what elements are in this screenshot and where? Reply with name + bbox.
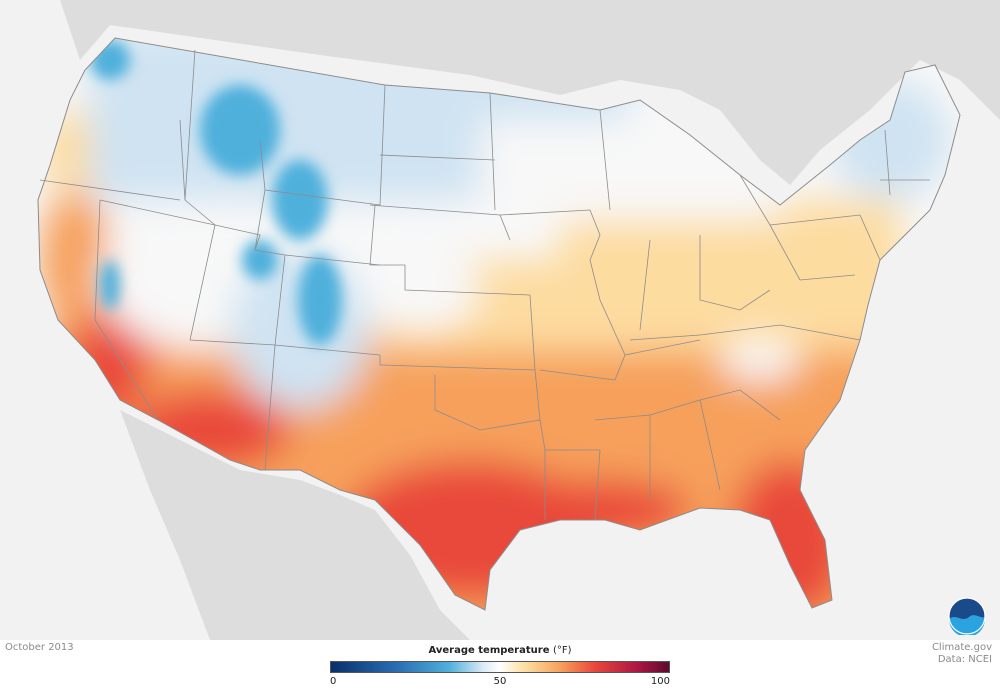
legend-color-bar xyxy=(330,661,670,673)
background-land xyxy=(0,0,1000,640)
credit-data: Data: NCEI xyxy=(937,654,992,665)
map-area xyxy=(0,0,1000,640)
legend-title-text: Average temperature xyxy=(428,645,550,656)
date-label: October 2013 xyxy=(5,642,74,653)
legend-tick-min: 0 xyxy=(330,676,337,687)
temperature-map xyxy=(0,0,1000,640)
legend-title: Average temperature (°F) xyxy=(330,645,670,656)
canada-land xyxy=(0,0,1000,185)
state-boundaries xyxy=(37,37,961,611)
legend-tick-mid: 50 xyxy=(493,676,507,687)
noaa-logo-icon xyxy=(948,597,986,635)
legend-unit: (°F) xyxy=(552,645,572,656)
mexico-land xyxy=(120,410,470,640)
legend-tick-max: 100 xyxy=(650,676,670,687)
credit-site: Climate.gov xyxy=(931,642,992,653)
